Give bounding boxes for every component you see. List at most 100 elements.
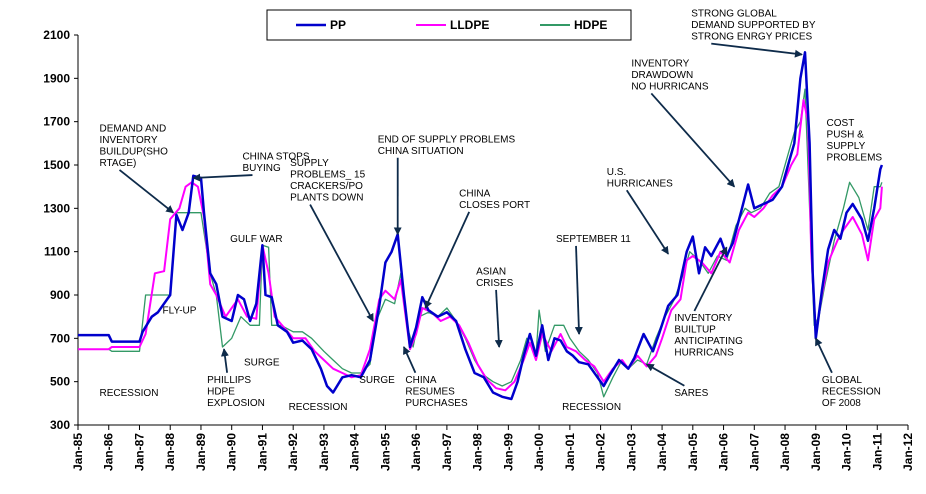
annotation-arrow — [625, 189, 669, 255]
annotation-text: CHINA STOPS BUYING — [242, 152, 309, 175]
annotation-line: CLOSES PORT — [459, 200, 530, 211]
x-tick-label: Jan-86 — [102, 433, 116, 471]
y-tick-label: 1700 — [43, 115, 70, 129]
series-layer — [78, 51, 884, 401]
annotation-line: PROBLEMS_ 15 — [290, 170, 365, 181]
annotation-line: DRAWDOWN — [631, 70, 693, 81]
annotation-line: CHINA STOPS — [242, 152, 309, 163]
annotation-line: BUILTUP — [674, 325, 716, 336]
annotation-line: RECESSION — [822, 386, 881, 397]
annotation-arrow — [494, 289, 503, 348]
annotation-text: SURGE — [244, 357, 280, 368]
x-tick-label: Jan-87 — [132, 433, 146, 471]
annotation-line: HDPE — [207, 386, 235, 397]
annotation-arrow — [192, 173, 253, 182]
x-tick-label: Jan-00 — [532, 433, 546, 471]
y-tick-label: 1100 — [44, 245, 70, 259]
x-tick-label: Jan-11 — [870, 433, 884, 471]
annotation-text: SURGE — [359, 375, 395, 386]
annotation-line: ASIAN — [476, 266, 506, 277]
annotation-line: SURGE — [359, 375, 395, 386]
x-tick-label: Jan-94 — [348, 433, 362, 471]
annotation-line: RTAGE) — [100, 158, 137, 169]
annotation: END OF SUPPLY PROBLEMS CHINA SITUATION — [378, 134, 516, 236]
annotation-text: FLY-UP — [163, 305, 197, 316]
annotation-line: SUPPLY — [290, 158, 329, 169]
annotation-line: SUPPLY — [827, 141, 866, 152]
annotation-line: END OF SUPPLY PROBLEMS — [378, 134, 516, 145]
y-tick-label: 2100 — [43, 28, 70, 42]
x-tick-label: Jan-95 — [378, 433, 392, 471]
x-tick-label: Jan-10 — [840, 433, 854, 471]
annotation: FLY-UP — [163, 305, 197, 316]
x-tick-label: Jan-89 — [194, 433, 208, 471]
annotation-arrow — [574, 245, 583, 335]
annotation-line: INVENTORY — [674, 313, 732, 324]
annotation-text: GLOBAL RECESSION OF 2008 — [822, 375, 881, 409]
annotation-line: INVENTORY — [100, 135, 158, 146]
annotation-text: COST PUSH & SUPPLY PROBLEMS — [827, 118, 883, 164]
annotation-text: INVENTORY DRAWDOWN NO HURRICANS — [631, 58, 709, 92]
annotation-line: CRISES — [476, 278, 514, 289]
annotation-line: FLY-UP — [163, 305, 197, 316]
x-tick-label: Jan-92 — [286, 433, 300, 471]
annotation-line: PURCHASES — [405, 398, 468, 409]
x-tick-label: Jan-96 — [409, 433, 423, 471]
annotation-text: RECESSION — [289, 402, 348, 413]
annotation-arrow — [424, 211, 471, 309]
annotation: DEMAND AND INVENTORY BUILDUP(SHO RTAGE) — [100, 123, 175, 214]
legend: PP LLDPE HDPE — [266, 9, 632, 41]
x-tick-label: Jan-06 — [717, 433, 731, 471]
series-line-pp — [78, 51, 884, 401]
x-tick-label: Jan-99 — [501, 433, 515, 471]
annotation-line: DEMAND SUPPORTED BY — [691, 20, 816, 31]
annotation-line: CHINA — [459, 188, 490, 199]
annotation-line: U.S. — [607, 167, 626, 178]
series-line-hdpe — [78, 88, 883, 398]
y-tick-label: 500 — [50, 375, 70, 389]
annotation-arrow — [403, 346, 417, 374]
axes: 300 500 700 900 1100 1300 1500 1700 1900 2100 Jan-… — [43, 28, 915, 471]
x-tick-label: Jan-08 — [778, 433, 792, 471]
annotation-line: BUYING — [242, 163, 281, 174]
annotation: STRONG GLOBAL DEMAND SUPPORTED BY STRONG E… — [691, 9, 816, 58]
annotation-text: CHINA CLOSES PORT — [459, 188, 530, 211]
x-tick-label: Jan-12 — [901, 433, 915, 471]
annotation-text: STRONG GLOBAL DEMAND SUPPORTED BY STRONG E… — [691, 9, 816, 43]
y-tick-label: 900 — [50, 288, 70, 302]
annotation-line: CRACKERS/PO — [290, 181, 363, 192]
x-tick-label: Jan-93 — [317, 433, 331, 471]
annotation-line: INVENTORY — [631, 58, 689, 69]
annotation-text: GULF WAR — [230, 234, 282, 245]
annotation-text: PHILLIPS HDPE EXPLOSION — [207, 375, 265, 409]
annotation-line: RECESSION — [289, 402, 348, 413]
annotation-arrow — [220, 348, 229, 373]
annotation: U.S. HURRICANES — [607, 167, 673, 255]
x-tick-label: Jan-01 — [563, 433, 577, 471]
legend-box — [266, 9, 632, 41]
annotation: SUPPLY PROBLEMS_ 15 CRACKERS/PO PLANTS DOWN — [290, 158, 374, 322]
annotation-arrow — [650, 92, 735, 188]
legend-label-lldpe: LLDPE — [450, 18, 489, 32]
annotation-text: CHINA RESUMES PURCHASES — [405, 375, 468, 409]
annotation-line: PLANTS DOWN — [290, 193, 363, 204]
annotation-line: GLOBAL — [822, 375, 862, 386]
x-tick-label: Jan-98 — [471, 433, 485, 471]
annotation-text: RECESSION — [100, 388, 159, 399]
annotation-line: HURRICANES — [607, 178, 673, 189]
annotation: SURGE — [244, 357, 280, 368]
x-tick-label: Jan-88 — [163, 433, 177, 471]
annotation: GLOBAL RECESSION OF 2008 — [814, 337, 881, 409]
annotation-line: GULF WAR — [230, 234, 282, 245]
annotation-line: SARES — [674, 388, 708, 399]
annotation-arrow — [645, 363, 685, 387]
annotation: RECESSION — [100, 388, 159, 399]
annotation-arrow — [693, 246, 728, 312]
annotation-line: RESUMES — [405, 386, 455, 397]
legend-label-hdpe: HDPE — [574, 18, 607, 32]
annotation: ASIAN CRISES — [476, 266, 514, 348]
annotation: SEPTEMBER 11 — [556, 234, 631, 335]
annotation: PHILLIPS HDPE EXPLOSION — [207, 348, 265, 409]
annotation: GULF WAR — [230, 234, 282, 245]
annotation-text: U.S. HURRICANES — [607, 167, 673, 190]
